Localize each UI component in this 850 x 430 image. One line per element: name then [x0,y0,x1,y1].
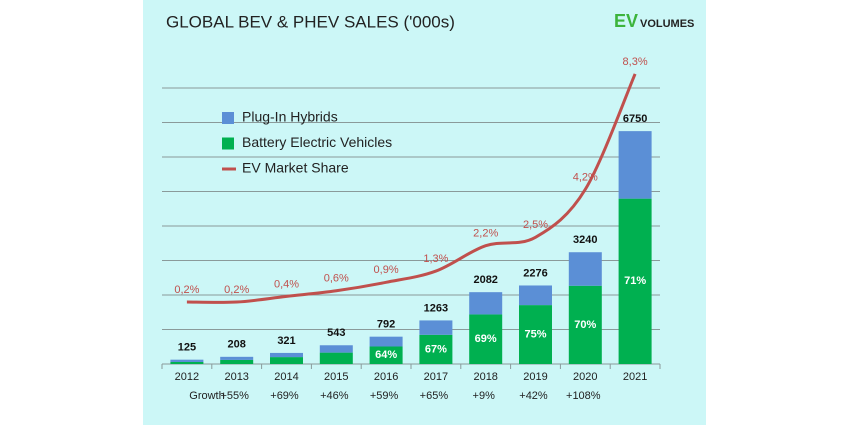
share-label: 69% [475,333,497,345]
x-tick-label: 2016 [374,371,398,383]
x-tick-label: 2012 [175,371,199,383]
bar-segment [170,359,204,362]
legend-label: Plug-In Hybrids [242,109,338,125]
share-value-label: 1,3% [423,253,448,265]
bar-segment [419,334,453,364]
legend-swatch [222,137,234,150]
x-tick-label: 2014 [274,371,298,383]
bar-segment [319,345,353,353]
share-label: 70% [574,319,596,331]
bar-segment [220,356,254,360]
bar-segment [568,252,602,286]
x-tick-label: 2013 [224,371,248,383]
total-label: 543 [327,327,345,339]
bar-segment [220,359,254,364]
bar-segment [170,361,204,364]
bar-segment [270,357,303,364]
total-label: 125 [178,342,196,354]
growth-value: +108% [566,390,601,402]
total-label: 2082 [473,274,497,286]
growth-value: +42% [519,390,548,402]
legend-label: EV Market Share [242,160,349,176]
x-tick-label: 2021 [623,371,647,383]
x-tick-label: 2018 [473,371,497,383]
bar-segment [469,292,503,315]
share-value-label: 0,2% [224,284,249,296]
growth-value: +9% [473,390,496,402]
chart-title: GLOBAL BEV & PHEV SALES ('000s) [166,12,455,31]
share-value-label: 0,9% [374,264,399,276]
logo-mark: EV [614,11,638,31]
share-value-label: 2,2% [473,228,498,240]
growth-value: +59% [370,390,399,402]
growth-value: +65% [420,390,449,402]
total-label: 792 [377,319,395,331]
share-value-label: 2,5% [523,219,548,231]
share-label: 75% [524,328,546,340]
bar-segment [618,198,652,364]
growth-label: Growth [189,390,224,402]
bar-segment [270,352,303,358]
growth-value: +46% [320,390,349,402]
bar-segment [519,305,552,364]
total-label: 3240 [573,234,597,246]
legend-label: Battery Electric Vehicles [242,134,392,150]
bar-segment [519,285,552,306]
x-tick-label: 2019 [523,371,547,383]
bar-segment [568,285,602,364]
share-label: 71% [624,275,646,287]
share-value-label: 4,2% [573,171,598,183]
x-tick-label: 2017 [424,371,448,383]
growth-value: +55% [220,390,249,402]
share-label: 67% [425,343,447,355]
share-value-label: 0,6% [324,273,349,285]
total-label: 208 [228,339,246,351]
x-tick-label: 2020 [573,371,597,383]
total-label: 2276 [523,267,547,279]
growth-value: +69% [270,390,299,402]
x-tick-label: 2015 [324,371,348,383]
total-label: 321 [277,335,295,347]
total-label: 1263 [424,302,448,314]
bar-segment [618,131,652,199]
total-label: 6750 [623,113,647,125]
share-label: 64% [375,349,397,361]
share-value-label: 0,4% [274,278,299,290]
bar-segment [419,320,453,335]
bar-segment [369,346,403,364]
share-value-label: 8,3% [623,56,648,68]
bar-segment [319,352,353,364]
logo-text: VOLUMES [640,18,694,30]
share-value-label: 0,2% [174,284,199,296]
bar-segment [369,336,403,347]
bar-segment [469,314,503,364]
legend-swatch [222,112,234,124]
share-line [186,73,637,304]
